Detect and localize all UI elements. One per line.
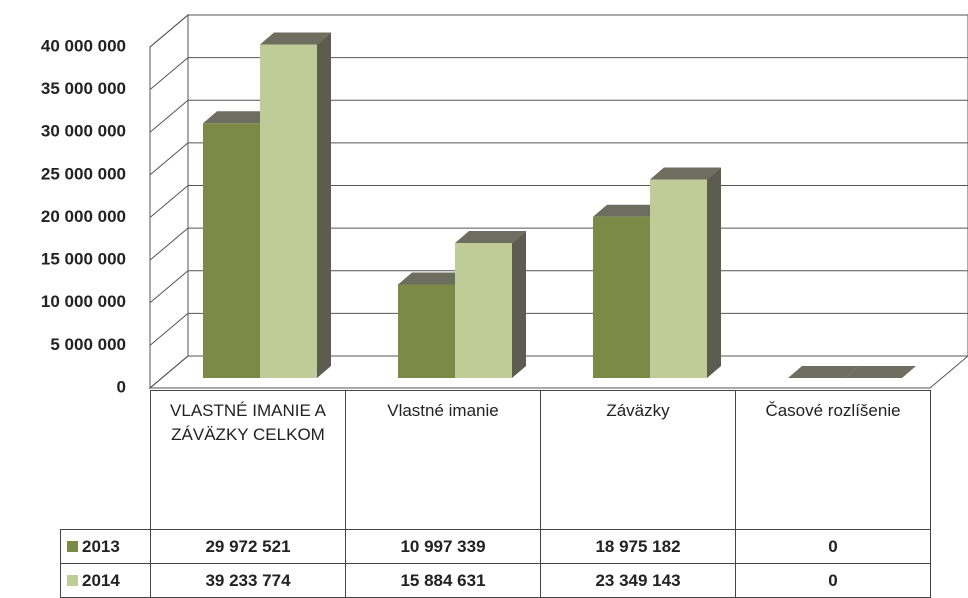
y-tick-label: 40 000 000 bbox=[41, 36, 126, 55]
grid-line bbox=[149, 57, 968, 91]
data-value: 10 997 339 bbox=[345, 529, 541, 564]
legend-label: 2014 bbox=[82, 570, 120, 590]
data-value: 0 bbox=[735, 563, 931, 598]
grid-line bbox=[149, 14, 968, 48]
bar-front bbox=[398, 284, 455, 378]
y-tick-label: 30 000 000 bbox=[41, 122, 126, 141]
y-tick-label: 0 bbox=[117, 377, 126, 396]
bar-top bbox=[203, 111, 274, 124]
bar bbox=[650, 167, 721, 378]
data-table: VLASTNÉ IMANIE A ZÁVÄZKY CELKOM Vlastné i… bbox=[60, 390, 931, 598]
bar-top bbox=[260, 32, 331, 45]
series-row: 2014 39 233 774 15 884 631 23 349 143 0 bbox=[60, 563, 931, 598]
bar-top bbox=[650, 167, 721, 180]
bar-front bbox=[650, 179, 707, 378]
data-value: 15 884 631 bbox=[345, 563, 541, 598]
bar-front bbox=[260, 44, 317, 379]
data-value: 29 972 521 bbox=[150, 529, 346, 564]
y-tick-label: 25 000 000 bbox=[41, 164, 126, 183]
grid-line bbox=[149, 142, 968, 176]
data-value: 18 975 182 bbox=[540, 529, 736, 564]
bar-front bbox=[593, 216, 650, 378]
legend-cell: 2014 bbox=[60, 563, 151, 598]
legend-swatch bbox=[67, 574, 78, 586]
bar-side bbox=[317, 32, 331, 379]
bar bbox=[788, 366, 859, 378]
bar-side bbox=[707, 167, 721, 378]
y-tick-label: 15 000 000 bbox=[41, 250, 126, 269]
series-row: 2013 29 972 521 10 997 339 18 975 182 0 bbox=[60, 529, 931, 564]
y-tick-label: 35 000 000 bbox=[41, 79, 126, 98]
corner-cell bbox=[61, 391, 151, 530]
y-tick-label: 20 000 000 bbox=[41, 207, 126, 226]
y-tick-label: 5 000 000 bbox=[50, 335, 126, 354]
header-row: VLASTNÉ IMANIE A ZÁVÄZKY CELKOM Vlastné i… bbox=[61, 390, 931, 530]
bar-front bbox=[455, 242, 512, 378]
bar bbox=[845, 366, 916, 378]
y-tick-label: 10 000 000 bbox=[41, 292, 126, 311]
bar bbox=[260, 32, 331, 379]
category-label: Vlastné imanie bbox=[345, 390, 541, 530]
category-label: Záväzky bbox=[540, 390, 736, 530]
bar-top bbox=[788, 366, 859, 378]
category-label: VLASTNÉ IMANIE A ZÁVÄZKY CELKOM bbox=[150, 390, 346, 530]
data-value: 39 233 774 bbox=[150, 563, 346, 598]
category-label: Časové rozlíšenie bbox=[735, 390, 931, 530]
bar-side bbox=[512, 230, 526, 378]
bar-top bbox=[455, 230, 526, 243]
data-value: 23 349 143 bbox=[540, 563, 736, 598]
bar-top bbox=[398, 272, 469, 285]
grid-line bbox=[149, 99, 968, 133]
bar bbox=[455, 230, 526, 378]
data-value: 0 bbox=[735, 529, 931, 564]
bar-top bbox=[593, 204, 664, 217]
bar-top bbox=[845, 366, 916, 378]
legend-label: 2013 bbox=[82, 536, 120, 556]
bar-front bbox=[203, 123, 260, 378]
legend-swatch bbox=[67, 540, 78, 552]
legend-cell: 2013 bbox=[60, 529, 151, 564]
